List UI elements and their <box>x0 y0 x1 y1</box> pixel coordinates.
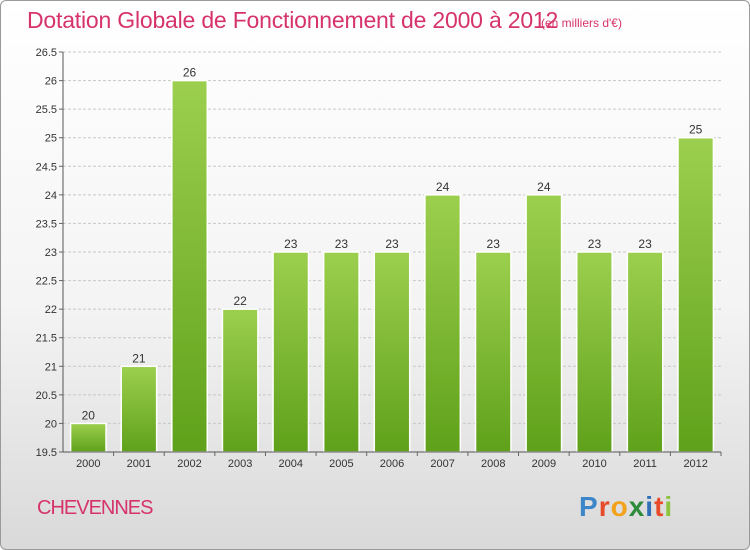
bar-2008 <box>474 251 512 453</box>
data-labels: 20 21 26 22 23 23 23 24 23 24 23 23 25 <box>82 66 703 423</box>
x-tick-label: 2002 <box>177 458 201 470</box>
y-tick-label: 25.5 <box>36 104 57 116</box>
axes <box>62 52 721 453</box>
x-tick-label: 2006 <box>380 458 404 470</box>
bar-2007 <box>424 194 462 453</box>
data-label: 23 <box>638 237 652 251</box>
x-tick-label: 2010 <box>582 458 606 470</box>
x-tick-label: 2003 <box>228 458 252 470</box>
x-tick-label: 2009 <box>532 458 556 470</box>
bar-2001 <box>120 365 158 453</box>
data-label: 24 <box>537 180 551 194</box>
data-label: 26 <box>183 66 197 80</box>
y-axis-ticks: 19.5 20 20.5 21 21.5 22 22.5 23 23.5 24 24.5 25 25.5… <box>36 47 63 459</box>
data-label: 23 <box>385 237 399 251</box>
data-label: 23 <box>588 237 602 251</box>
x-tick-label: 2007 <box>430 458 454 470</box>
bar-2012 <box>677 136 715 453</box>
bar-2005 <box>322 251 360 453</box>
x-tick-label: 2005 <box>329 458 353 470</box>
data-label: 23 <box>487 237 501 251</box>
y-tick-label: 20 <box>45 418 57 430</box>
logo-letter: i <box>664 491 674 522</box>
logo-letter: x <box>628 491 646 522</box>
y-tick-label: 21 <box>45 361 57 373</box>
data-label: 25 <box>689 123 703 137</box>
data-label: 24 <box>436 180 450 194</box>
proxiti-logo: Proxiti <box>579 491 673 523</box>
bar-2003 <box>221 308 259 453</box>
logo-letter: r <box>598 491 611 522</box>
logo-letter: t <box>654 491 665 522</box>
data-label: 20 <box>82 408 96 422</box>
x-tick-label: 2004 <box>279 458 303 470</box>
place-name: CHEVENNES <box>37 497 153 519</box>
x-tick-label: 2000 <box>76 458 100 470</box>
y-tick-label: 24 <box>45 190 57 202</box>
bar-2006 <box>373 251 411 453</box>
bar-2004 <box>272 251 310 453</box>
y-tick-label: 26 <box>45 76 57 88</box>
data-label: 22 <box>233 294 247 308</box>
bars <box>69 79 715 453</box>
bar-2011 <box>626 251 664 453</box>
y-tick-label: 23.5 <box>36 218 57 230</box>
bar-2010 <box>575 251 613 453</box>
y-tick-label: 20.5 <box>36 390 57 402</box>
y-tick-label: 25 <box>45 133 57 145</box>
data-label: 23 <box>284 237 298 251</box>
x-axis-ticks: 2000 2001 2002 2003 2004 2005 2006 2007 2008 2009… <box>76 452 722 470</box>
y-tick-label: 21.5 <box>36 333 57 345</box>
x-tick-label: 2012 <box>683 458 707 470</box>
x-tick-label: 2008 <box>481 458 505 470</box>
y-tick-label: 22.5 <box>36 276 57 288</box>
bar-2002 <box>171 79 209 453</box>
y-tick-label: 22 <box>45 304 57 316</box>
data-label: 23 <box>335 237 349 251</box>
y-tick-label: 19.5 <box>36 447 57 459</box>
x-tick-label: 2011 <box>633 458 657 470</box>
y-tick-label: 24.5 <box>36 161 57 173</box>
chart-unit: (en milliers d'€) <box>541 16 622 30</box>
bar-2000 <box>69 422 107 453</box>
chart-title: Dotation Globale de Fonctionnement de 20… <box>27 7 559 33</box>
y-tick-label: 26.5 <box>36 47 57 59</box>
y-tick-label: 23 <box>45 247 57 259</box>
bar-2009 <box>525 194 563 453</box>
logo-letter: P <box>579 491 599 522</box>
logo-letter: i <box>645 491 655 522</box>
x-tick-label: 2001 <box>127 458 151 470</box>
data-label: 21 <box>132 351 146 365</box>
logo-letter: o <box>610 491 629 522</box>
